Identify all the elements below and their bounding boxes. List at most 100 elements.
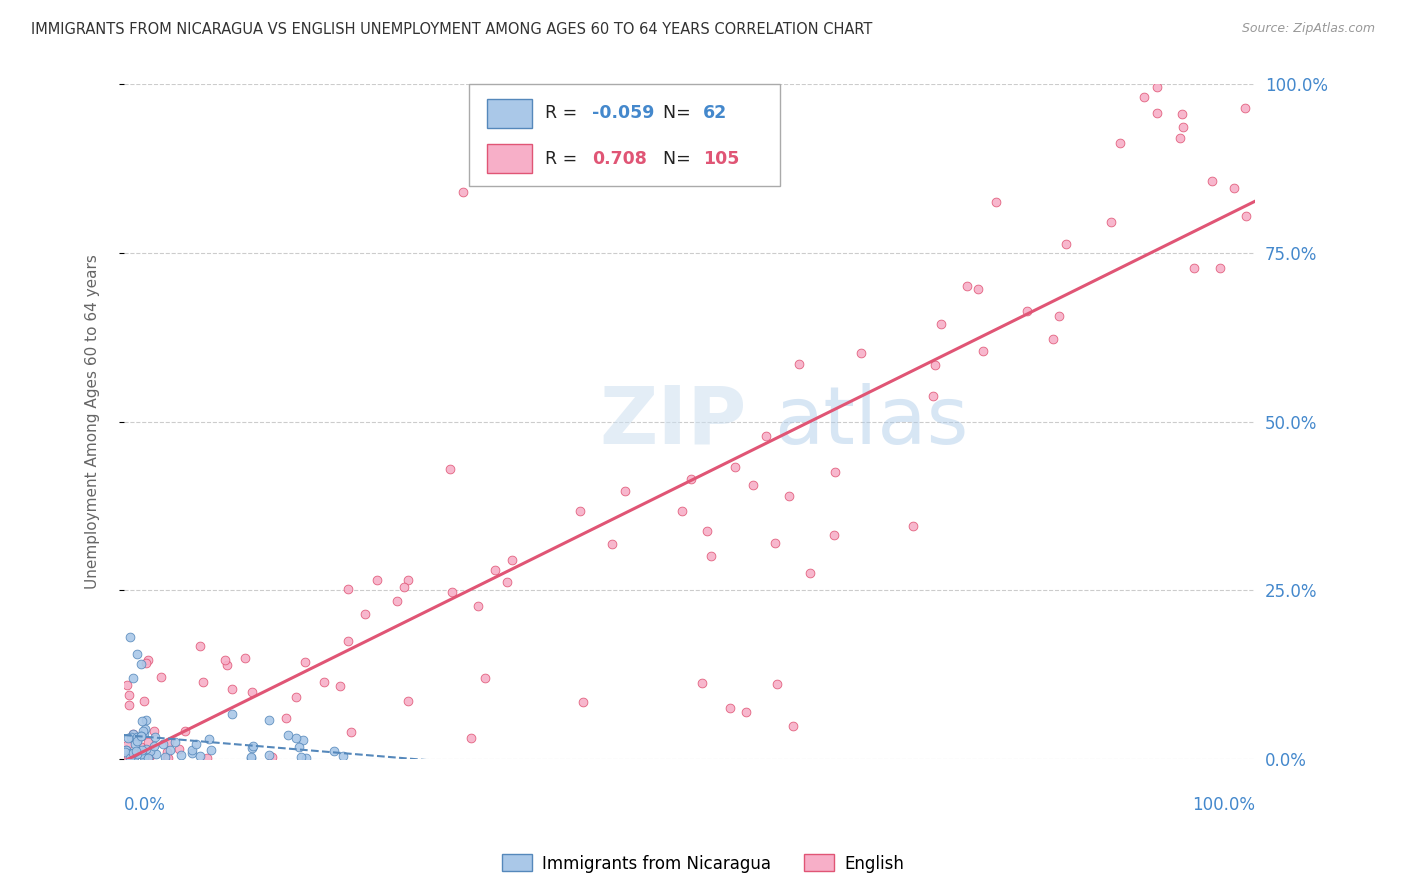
Point: [214, 653, 236, 667]
Point: [1234, 209, 1257, 223]
Point: [132, 723, 155, 738]
Point: [1234, 101, 1257, 115]
Point: [1146, 106, 1168, 120]
Point: [789, 357, 811, 371]
Point: [120, 751, 142, 765]
Point: [440, 584, 463, 599]
Text: IMMIGRANTS FROM NICARAGUA VS ENGLISH UNEMPLOYMENT AMONG AGES 60 TO 64 YEARS CORR: IMMIGRANTS FROM NICARAGUA VS ENGLISH UNE…: [31, 22, 872, 37]
Point: [114, 751, 136, 765]
Point: [139, 744, 162, 758]
Text: 0.0%: 0.0%: [124, 796, 166, 814]
Point: [724, 459, 747, 474]
Point: [782, 719, 804, 733]
Point: [901, 519, 924, 533]
Text: atlas: atlas: [775, 383, 969, 460]
Point: [385, 594, 408, 608]
Point: [127, 733, 149, 747]
Text: N=: N=: [664, 150, 697, 168]
Point: [117, 731, 139, 746]
Point: [157, 734, 180, 748]
Point: [396, 574, 419, 588]
Point: [956, 279, 979, 293]
FancyBboxPatch shape: [468, 85, 780, 186]
Point: [217, 658, 239, 673]
Point: [392, 580, 415, 594]
Point: [239, 751, 262, 765]
Point: [122, 749, 145, 764]
Point: [501, 553, 523, 567]
Point: [336, 633, 359, 648]
Point: [221, 706, 243, 721]
Point: [1168, 130, 1191, 145]
Point: [143, 730, 166, 744]
Point: [135, 713, 157, 727]
Point: [291, 732, 314, 747]
Point: [1015, 304, 1038, 318]
Point: [156, 751, 179, 765]
Point: [115, 739, 138, 753]
Point: [1208, 260, 1230, 275]
Text: N=: N=: [664, 104, 697, 122]
Point: [763, 535, 786, 549]
Point: [180, 743, 202, 757]
Point: [242, 739, 264, 754]
Point: [143, 739, 166, 754]
Point: [136, 751, 159, 765]
Point: [484, 563, 506, 577]
Point: [1223, 180, 1246, 194]
Text: Source: ZipAtlas.com: Source: ZipAtlas.com: [1241, 22, 1375, 36]
Point: [131, 740, 153, 755]
Point: [1146, 79, 1168, 94]
Legend: Immigrants from Nicaragua, English: Immigrants from Nicaragua, English: [495, 847, 911, 880]
Point: [1042, 332, 1064, 346]
Point: [285, 690, 308, 704]
Point: [1171, 107, 1194, 121]
Text: -0.059: -0.059: [592, 104, 655, 122]
Text: 62: 62: [703, 104, 727, 122]
Point: [129, 729, 152, 743]
Point: [339, 725, 361, 739]
Point: [1047, 309, 1070, 323]
Point: [142, 723, 165, 738]
Point: [1054, 236, 1077, 251]
Point: [165, 735, 187, 749]
Point: [239, 750, 262, 764]
Point: [929, 317, 952, 331]
Point: [125, 731, 148, 745]
Point: [799, 566, 821, 580]
Text: ZIP: ZIP: [599, 383, 747, 460]
Point: [129, 747, 152, 761]
Point: [197, 731, 219, 746]
Point: [718, 700, 741, 714]
Point: [135, 656, 157, 670]
Point: [125, 747, 148, 762]
Point: [240, 685, 263, 699]
Point: [127, 647, 149, 661]
Point: [135, 741, 157, 756]
Point: [122, 746, 145, 760]
Point: [120, 751, 142, 765]
Text: R =: R =: [544, 104, 582, 122]
Point: [155, 749, 177, 764]
Point: [240, 741, 263, 756]
Point: [823, 528, 845, 542]
Point: [131, 714, 153, 728]
Point: [152, 737, 174, 751]
Y-axis label: Unemployment Among Ages 60 to 64 years: Unemployment Among Ages 60 to 64 years: [86, 254, 100, 589]
Point: [259, 748, 281, 763]
Point: [131, 743, 153, 757]
Point: [138, 749, 160, 764]
Text: 100.0%: 100.0%: [1192, 796, 1256, 814]
Point: [354, 607, 377, 622]
Point: [114, 745, 136, 759]
Point: [274, 711, 297, 725]
Point: [117, 751, 139, 765]
Point: [184, 737, 207, 751]
Text: 0.708: 0.708: [592, 150, 647, 168]
Point: [136, 735, 159, 749]
Point: [115, 678, 138, 692]
Point: [1173, 120, 1195, 135]
Point: [474, 672, 496, 686]
Point: [295, 751, 318, 765]
Point: [1101, 215, 1123, 229]
